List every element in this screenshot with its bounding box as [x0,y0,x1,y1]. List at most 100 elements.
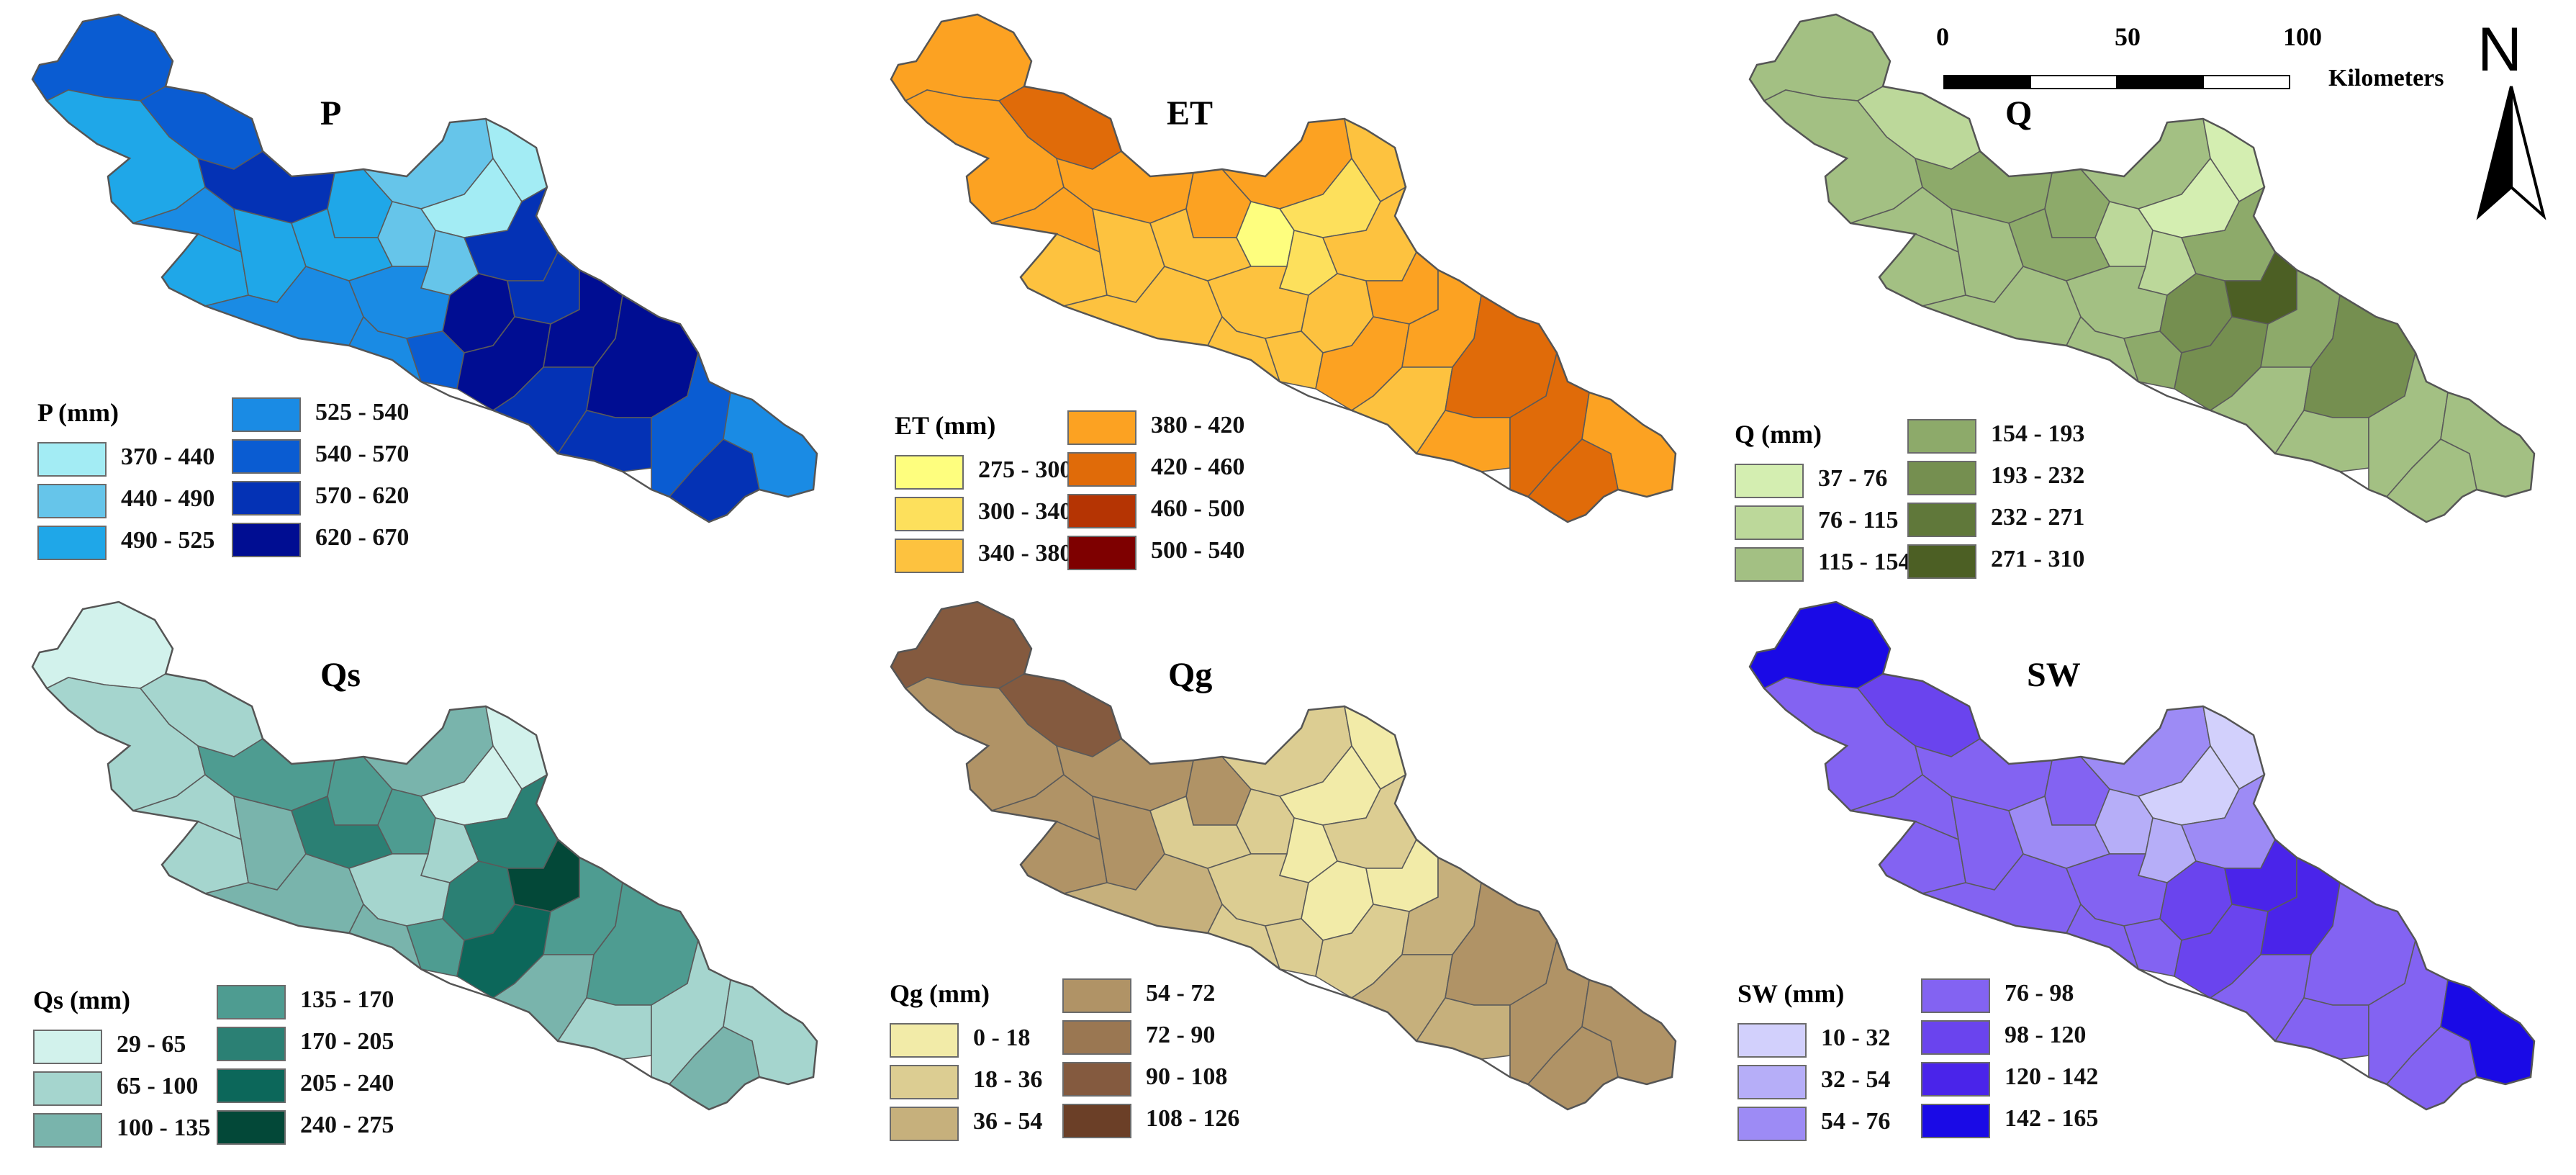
legend-label-q-1: 37 - 76 [1818,465,1888,492]
legend-label-q-3: 115 - 154 [1818,549,1911,575]
legend-item-q-3: 115 - 154 [1735,544,1943,582]
watershed-outline-et [890,13,1677,523]
legend-label-p-4: 525 - 540 [315,399,410,426]
legend-swatch-qg-6 [1062,1062,1131,1097]
legend-item-qg-5: 72 - 90 [1062,1017,1271,1055]
scale-tick-0: 0 [1936,22,1949,51]
legend-label-qs-2: 65 - 100 [117,1073,199,1099]
legend-swatch-sw-4 [1921,978,1990,1013]
legend-label-et-4: 380 - 420 [1151,412,1245,438]
scale-tick-50: 50 [2115,22,2141,51]
legend-item-sw-1: 10 - 32 [1737,1020,1946,1058]
legend-swatch-et-2 [895,497,964,531]
legend-item-qg-6: 90 - 108 [1062,1059,1271,1097]
legend-label-et-2: 300 - 340 [978,498,1072,525]
legend-item-qs-3: 100 - 135 [33,1110,242,1148]
legend-label-p-1: 370 - 440 [121,444,215,470]
subbasin-sw-1 [1749,601,1891,690]
legend-item-qg-2: 18 - 36 [890,1062,1098,1099]
legend-item-q-6: 232 - 271 [1907,500,2116,537]
legend-swatch-sw-6 [1921,1062,1990,1097]
subbasin-qs-1 [32,601,173,690]
legend-label-qs-6: 205 - 240 [300,1070,394,1097]
legend-item-sw-3: 54 - 76 [1737,1104,1946,1141]
legend-item-q-4: 154 - 193 [1907,416,2116,454]
legend-item-et-3: 340 - 380 [895,536,1103,573]
legend-item-et-2: 300 - 340 [895,494,1103,531]
legend-label-p-7: 620 - 670 [315,524,410,551]
legend-item-q-1: 37 - 76 [1735,461,1943,498]
legend-label-p-2: 440 - 490 [121,485,215,512]
legend-label-p-6: 570 - 620 [315,482,410,509]
legend-item-p-6: 570 - 620 [232,478,440,516]
legend-label-qs-5: 170 - 205 [300,1028,394,1055]
legend-label-et-5: 420 - 460 [1151,454,1245,480]
legend-item-et-5: 420 - 460 [1067,449,1276,487]
legend-swatch-p-3 [37,526,107,560]
legend-swatch-sw-5 [1921,1020,1990,1055]
legend-swatch-qg-5 [1062,1020,1131,1055]
map-panel-qg: Qg Qg (mm) 0 - 18 18 - 36 36 - 54 54 - 72 72 -… [859,588,1717,1175]
legend-swatch-q-6 [1907,503,1976,537]
map-panel-q: Q Q (mm) 37 - 76 76 - 115 115 - 154 154 - 193… [1717,0,2576,588]
legend-title-p: P (mm) [37,398,119,427]
legend-swatch-qg-7 [1062,1104,1131,1138]
legend-item-et-6: 460 - 500 [1067,491,1276,528]
legend-swatch-qs-2 [33,1071,102,1106]
legend-swatch-et-7 [1067,536,1136,570]
panel-title-sw: SW [2027,656,2081,694]
legend-item-et-7: 500 - 540 [1067,533,1276,570]
legend-swatch-qs-6 [217,1068,286,1103]
legend-label-et-7: 500 - 540 [1151,537,1245,564]
legend-item-sw-4: 76 - 98 [1921,976,2130,1013]
panel-title-qs: Qs [320,656,361,694]
legend-label-sw-5: 98 - 120 [2005,1022,2087,1048]
legend-title-qg: Qg (mm) [890,979,990,1008]
legend-label-et-6: 460 - 500 [1151,495,1245,522]
legend-item-et-4: 380 - 420 [1067,408,1276,445]
subbasin-p-1 [32,14,173,102]
legend-label-et-3: 340 - 380 [978,540,1072,567]
legend-item-p-7: 620 - 670 [232,520,440,557]
legend-label-q-7: 271 - 310 [1991,546,2085,572]
legend-label-qg-7: 108 - 126 [1146,1105,1240,1132]
legend-title-sw: SW (mm) [1737,979,1845,1008]
map-panel-sw: SW SW (mm) 10 - 32 32 - 54 54 - 76 76 - 98 98 … [1717,588,2576,1175]
legend-label-sw-6: 120 - 142 [2005,1063,2099,1090]
legend-item-qs-5: 170 - 205 [217,1024,425,1061]
legend-title-et: ET (mm) [895,411,996,440]
watershed-outline-sw [1748,600,2536,1111]
legend-swatch-p-2 [37,484,107,518]
panel-title-q: Q [2005,94,2033,132]
watershed-outline-q [1748,13,2536,523]
legend-item-qs-6: 205 - 240 [217,1066,425,1103]
legend-swatch-q-5 [1907,461,1976,495]
legend-swatch-sw-7 [1921,1104,1990,1138]
legend-swatch-q-7 [1907,544,1976,579]
legend-swatch-qg-4 [1062,978,1131,1013]
legend-swatch-q-4 [1907,419,1976,454]
legend-swatch-q-2 [1735,505,1804,540]
legend-swatch-qg-2 [890,1065,959,1099]
legend-label-qs-1: 29 - 65 [117,1031,186,1058]
legend-title-qs: Qs (mm) [33,986,130,1014]
map-panel-p: P P (mm) 370 - 440 440 - 490 490 - 525 525 - … [0,0,859,588]
legend-item-sw-5: 98 - 120 [1921,1017,2130,1055]
legend-item-q-2: 76 - 115 [1735,503,1943,540]
legend-swatch-qs-5 [217,1027,286,1061]
legend-label-et-1: 275 - 300 [978,456,1072,483]
legend-label-qg-6: 90 - 108 [1146,1063,1228,1090]
legend-label-qs-3: 100 - 135 [117,1115,211,1141]
watershed-outline-p [31,13,818,523]
north-arrow-icon [2476,86,2546,220]
legend-swatch-et-5 [1067,452,1136,487]
legend-swatch-sw-3 [1737,1107,1807,1141]
map-et [890,13,1677,523]
legend-label-q-4: 154 - 193 [1991,420,2085,447]
scale-tick-100: 100 [2283,22,2322,51]
map-p [31,13,818,523]
legend-swatch-q-1 [1735,464,1804,498]
legend-swatch-p-1 [37,442,107,477]
legend-item-qg-4: 54 - 72 [1062,976,1271,1013]
legend-item-p-3: 490 - 525 [37,523,246,560]
